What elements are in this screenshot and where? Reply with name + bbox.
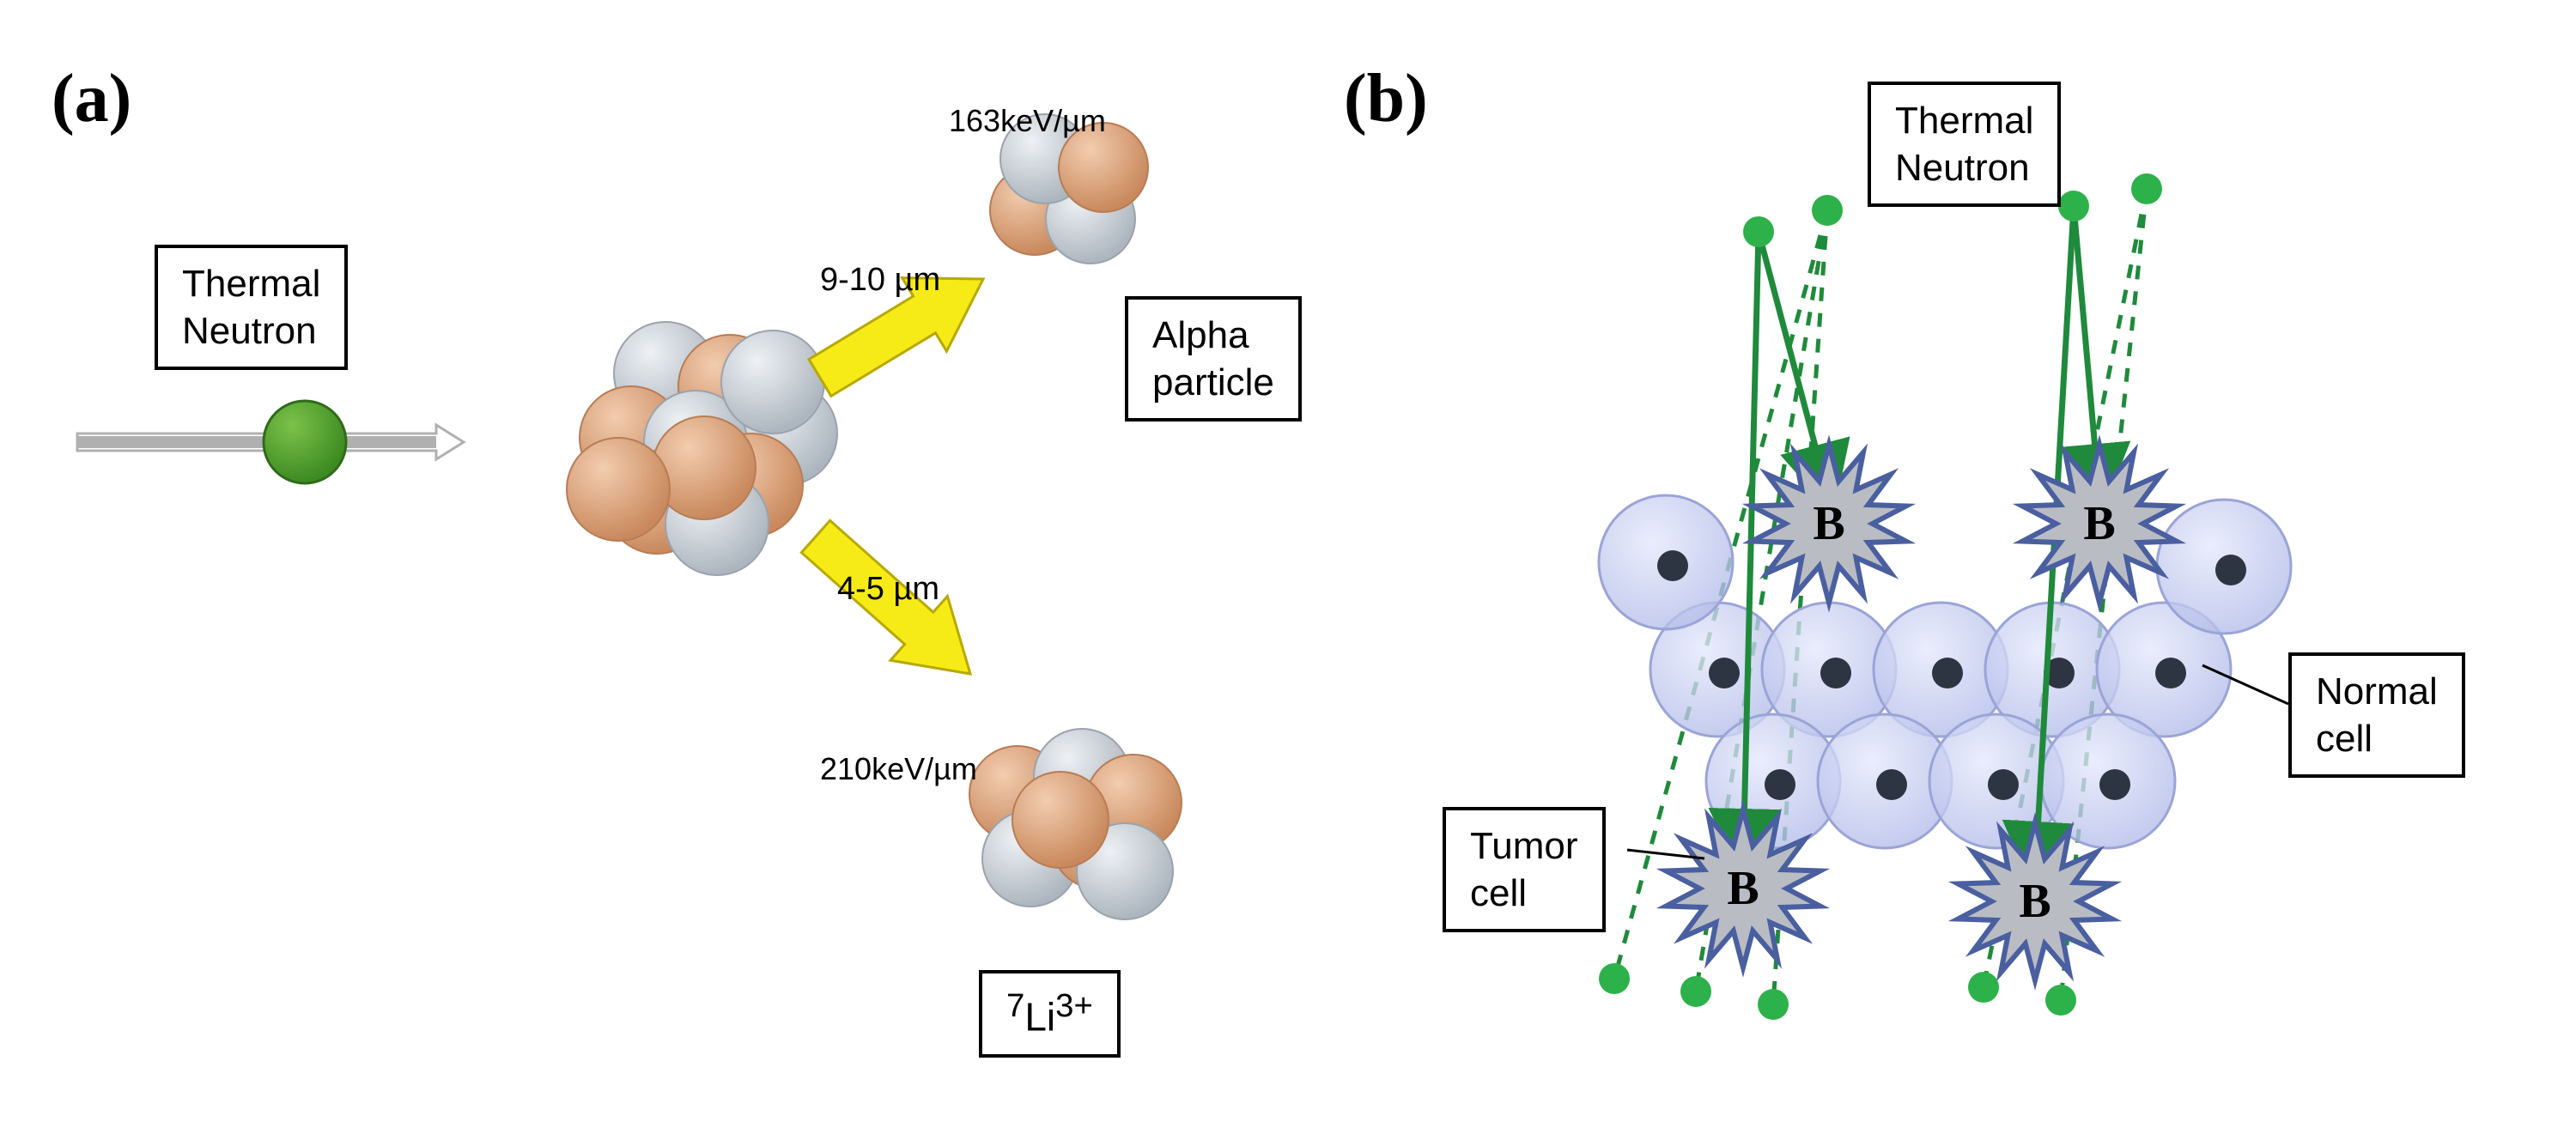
- cell-nucleus-icon: [2099, 769, 2130, 800]
- thermal-neutron-b-label: Thermal Neutron: [1868, 82, 2061, 207]
- tumor-cell-label: Tumor cell: [1443, 807, 1606, 932]
- boron-letter: B: [2083, 497, 2115, 550]
- alpha-particle-label: Alpha particle: [1125, 296, 1302, 422]
- normal-cell-label: Normal cell: [2288, 652, 2465, 778]
- li-let-text: 210keV/µm: [820, 751, 977, 787]
- cell-nucleus-icon: [1765, 769, 1795, 800]
- thermal-neutron-icon: [264, 401, 346, 483]
- cell-nucleus-icon: [2155, 658, 2186, 688]
- neutron-beam-shaft: [77, 436, 436, 448]
- neutron-dot-icon: [1743, 216, 1774, 247]
- lithium-ion-icon: [969, 729, 1182, 919]
- neutron-dot-icon: [2045, 985, 2076, 1016]
- neutron-dot-icon: [1680, 976, 1711, 1007]
- alpha-range-text: 9-10 µm: [820, 262, 940, 299]
- cell-nucleus-icon: [1932, 658, 1963, 688]
- boron-letter: B: [2019, 875, 2050, 928]
- neutron-dot-icon: [1968, 972, 1999, 1003]
- cell-nucleus-icon: [2215, 555, 2246, 585]
- cell-nucleus-icon: [1657, 550, 1688, 581]
- neutron-dot-icon: [2058, 191, 2089, 221]
- panel-a: [77, 114, 1182, 919]
- panel-b: B B B B: [1599, 173, 2291, 1020]
- diagram-svg: B B B B: [0, 0, 2576, 1122]
- li-range-text: 4-5 µm: [837, 571, 939, 608]
- cell-nucleus-icon: [1709, 658, 1740, 688]
- boron-nucleus: [567, 322, 837, 575]
- neutron-dot-icon: [2131, 173, 2162, 204]
- cell-nucleus-icon: [1988, 769, 2019, 800]
- alpha-let-text: 163keV/µm: [949, 103, 1106, 139]
- lithium-label: 7Li3+: [979, 970, 1121, 1058]
- proton-icon: [567, 438, 670, 541]
- thermal-neutron-a-label: Thermal Neutron: [155, 245, 348, 370]
- figure-canvas: (a) (b) BBBB Thermal Neutron Alpha parti…: [0, 0, 2576, 1122]
- boron-letter: B: [1727, 862, 1759, 915]
- cell-nucleus-icon: [1876, 769, 1907, 800]
- neutron-dot-icon: [1758, 989, 1789, 1020]
- proton-icon: [1012, 772, 1109, 868]
- neutron-icon: [721, 331, 824, 434]
- boron-letter: B: [1813, 497, 1844, 550]
- neutron-dot-icon: [1599, 963, 1630, 994]
- cell-nucleus-icon: [1820, 658, 1851, 688]
- neutron-dot-icon: [1812, 195, 1843, 226]
